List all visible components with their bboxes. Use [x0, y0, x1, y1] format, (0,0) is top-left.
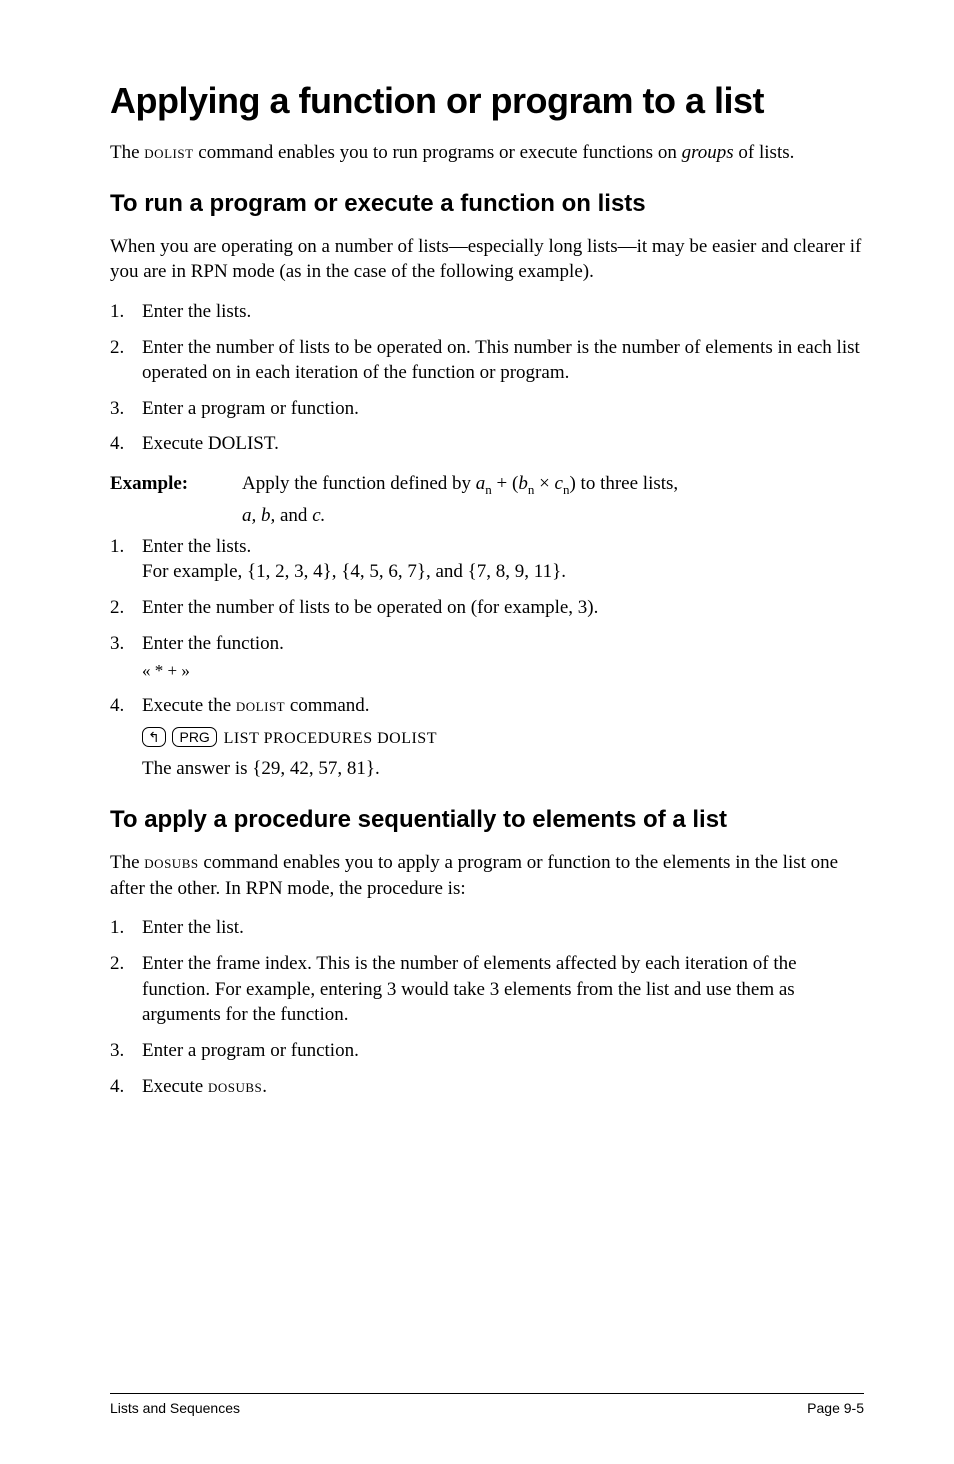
- var-c2: c.: [312, 505, 325, 526]
- text: Execute: [142, 1076, 208, 1097]
- text: Enter the lists.: [142, 536, 251, 557]
- list-item: 4. Execute the dolist command. ↰ PRG LIS…: [110, 693, 864, 782]
- item-number: 3.: [110, 631, 142, 684]
- item-text: Enter the frame index. This is the numbe…: [142, 951, 864, 1028]
- paragraph: The dosubs command enables you to apply …: [110, 850, 864, 901]
- list-item: 2.Enter the number of lists to be operat…: [110, 595, 864, 621]
- item-text: Enter the number of lists to be operated…: [142, 595, 864, 621]
- text: Execute the: [142, 695, 236, 716]
- text: Apply the function defined by: [242, 473, 476, 494]
- item-text: Enter the number of lists to be operated…: [142, 335, 864, 386]
- example-block: Example: Apply the function defined by a…: [110, 471, 864, 530]
- dosubs-sc: dosubs: [144, 852, 198, 873]
- steps-list-a: 1.Enter the lists. 2.Enter the number of…: [110, 299, 864, 457]
- vars-abc: a, b,: [242, 505, 280, 526]
- steps-list-b: 1. Enter the lists. For example, {1, 2, …: [110, 534, 864, 782]
- item-text: Execute dosubs.: [142, 1074, 864, 1100]
- item-number: 2.: [110, 951, 142, 1028]
- answer-text: The answer is {29, 42, 57, 81}.: [142, 758, 380, 779]
- item-text: Enter a program or function.: [142, 1038, 864, 1064]
- var-b: b: [518, 473, 528, 494]
- text: ×: [534, 473, 554, 494]
- item-text: Execute the dolist command. ↰ PRG LIST P…: [142, 693, 864, 782]
- page-footer: Lists and Sequences Page 9-5: [110, 1393, 864, 1416]
- item-number: 1.: [110, 534, 142, 585]
- item-number: 2.: [110, 335, 142, 386]
- dosubs-sc: dosubs: [208, 1076, 262, 1097]
- text: The: [110, 142, 144, 163]
- list-item: 2.Enter the frame index. This is the num…: [110, 951, 864, 1028]
- example-label: Example:: [110, 471, 242, 530]
- list-item: 2.Enter the number of lists to be operat…: [110, 335, 864, 386]
- prg-key-icon: PRG: [172, 727, 216, 747]
- text: to three lists,: [576, 473, 678, 494]
- left-shift-key-icon: ↰: [142, 727, 166, 747]
- item-number: 3.: [110, 396, 142, 422]
- item-number: 2.: [110, 595, 142, 621]
- item-number: 1.: [110, 915, 142, 941]
- list-item: 4. Execute dosubs.: [110, 1074, 864, 1100]
- text: For example, {1, 2, 3, 4}, {4, 5, 6, 7},…: [142, 561, 566, 582]
- text: and: [280, 505, 312, 526]
- text: command enables you to run programs or e…: [194, 142, 682, 163]
- item-text: Enter the lists. For example, {1, 2, 3, …: [142, 534, 864, 585]
- text: .: [262, 1076, 267, 1097]
- section-heading-apply: To apply a procedure sequentially to ele…: [110, 806, 864, 834]
- item-text: Enter the list.: [142, 915, 864, 941]
- text: of lists.: [734, 142, 795, 163]
- dolist-sc: dolist: [144, 142, 193, 163]
- text: + (: [492, 473, 519, 494]
- var-c: c: [555, 473, 563, 494]
- code-function: « * + »: [142, 660, 864, 683]
- list-item: 1. Enter the lists. For example, {1, 2, …: [110, 534, 864, 585]
- paragraph: When you are operating on a number of li…: [110, 234, 864, 285]
- dolist-sc: dolist: [236, 695, 285, 716]
- text: command enables you to apply a program o…: [110, 852, 838, 899]
- section-heading-run: To run a program or execute a function o…: [110, 190, 864, 218]
- text: command.: [285, 695, 369, 716]
- list-item: 3.Enter a program or function.: [110, 396, 864, 422]
- item-number: 4.: [110, 431, 142, 457]
- page-title: Applying a function or program to a list: [110, 80, 864, 122]
- item-text: Enter a program or function.: [142, 396, 864, 422]
- item-text: Enter the lists.: [142, 299, 864, 325]
- document-page: Applying a function or program to a list…: [0, 0, 954, 1464]
- groups-italic: groups: [682, 142, 734, 163]
- footer-right: Page 9-5: [807, 1400, 864, 1416]
- text: Enter the function.: [142, 633, 284, 654]
- item-text: Enter the function. « * + »: [142, 631, 864, 684]
- var-a: a: [476, 473, 486, 494]
- intro-paragraph: The dolist command enables you to run pr…: [110, 140, 864, 166]
- list-item: 1.Enter the list.: [110, 915, 864, 941]
- item-number: 4.: [110, 693, 142, 782]
- text: The: [110, 852, 144, 873]
- example-body: Apply the function defined by an + (bn ×…: [242, 471, 864, 530]
- menu-path: LIST PROCEDURES DOLIST: [224, 730, 437, 747]
- item-number: 4.: [110, 1074, 142, 1100]
- list-item: 4.Execute DOLIST.: [110, 431, 864, 457]
- item-number: 3.: [110, 1038, 142, 1064]
- list-item: 1.Enter the lists.: [110, 299, 864, 325]
- list-item: 3.Enter a program or function.: [110, 1038, 864, 1064]
- list-item: 3. Enter the function. « * + »: [110, 631, 864, 684]
- item-number: 1.: [110, 299, 142, 325]
- item-text: Execute DOLIST.: [142, 431, 864, 457]
- footer-left: Lists and Sequences: [110, 1400, 240, 1416]
- steps-list-c: 1.Enter the list. 2.Enter the frame inde…: [110, 915, 864, 1099]
